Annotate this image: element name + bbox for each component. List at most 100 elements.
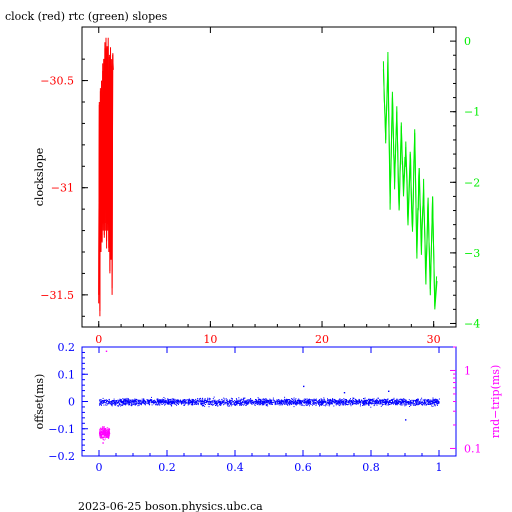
offset-point — [328, 400, 330, 402]
offset-point — [419, 403, 420, 405]
offset-point — [234, 401, 236, 402]
offset-point — [364, 402, 365, 404]
offset-point — [298, 402, 300, 404]
offset-point — [170, 398, 172, 400]
offset-point — [125, 399, 127, 401]
offset-point — [325, 403, 327, 405]
offset-y-axis-label: offset(ms) — [33, 374, 46, 430]
offset-point — [374, 404, 376, 406]
offset-point — [120, 399, 122, 401]
offset-point — [313, 399, 315, 401]
offset-point — [214, 399, 216, 401]
offset-point — [181, 403, 183, 405]
offset-point — [271, 403, 272, 405]
offset-point — [126, 403, 128, 405]
offset-point — [315, 399, 317, 401]
offset-point — [287, 399, 289, 401]
offset-point — [168, 400, 169, 402]
offset-point — [116, 400, 118, 401]
offset-point — [142, 401, 144, 403]
offset-point — [231, 401, 233, 403]
offset-point — [272, 401, 274, 403]
offset-point — [250, 401, 252, 403]
rndtrip-point — [107, 430, 108, 432]
offset-point — [420, 401, 421, 403]
offset-point — [386, 400, 388, 402]
offset-point — [418, 403, 420, 405]
offset-point — [124, 399, 126, 401]
offset-point — [362, 401, 364, 403]
offset-point — [321, 401, 323, 402]
rndtrip-point — [106, 436, 108, 438]
offset-point — [294, 399, 296, 401]
offset-point — [152, 400, 154, 402]
offset-point — [436, 400, 438, 402]
offset-point — [350, 400, 352, 402]
offset-point — [147, 401, 149, 403]
offset-point — [210, 402, 211, 404]
offset-point — [242, 401, 244, 403]
offset-point — [391, 402, 393, 404]
offset-point — [321, 400, 323, 402]
offset-point — [116, 401, 117, 403]
offset-point — [188, 399, 190, 401]
offset-point — [112, 400, 114, 402]
offset-point — [135, 403, 137, 405]
offset-point — [214, 400, 216, 402]
offset-point — [354, 401, 356, 403]
offset-point — [379, 399, 381, 401]
offset-point — [279, 401, 281, 403]
offset-point — [300, 401, 302, 403]
offset-point — [243, 403, 245, 405]
offset-point — [426, 401, 428, 403]
offset-point — [105, 401, 107, 403]
offset-point — [402, 400, 403, 402]
offset-point — [277, 402, 279, 403]
offset-point — [336, 402, 338, 404]
offset-point — [313, 403, 315, 405]
offset-point — [141, 404, 142, 406]
offset-point — [323, 398, 325, 400]
offset-point — [406, 403, 408, 405]
rndtrip-point — [105, 429, 107, 431]
offset-panel: 0 0.2 0.4 0.6 0.8 10.20.10−0.1−0.210.1offset(… — [33, 341, 502, 474]
offset-point — [355, 403, 357, 405]
offset-point — [138, 402, 140, 404]
offset-point — [225, 398, 227, 400]
offset-point — [417, 398, 419, 400]
offset-point — [238, 403, 240, 404]
offset-point — [188, 402, 190, 404]
offset-point — [227, 402, 229, 404]
offset-point — [208, 400, 210, 402]
offset-point — [145, 401, 147, 402]
offset-point — [114, 401, 116, 403]
offset-point — [315, 399, 317, 401]
offset-point — [192, 399, 194, 400]
offset-point — [364, 404, 365, 406]
offset-point — [385, 403, 387, 405]
offset-point — [378, 400, 380, 402]
offset-point — [334, 401, 336, 403]
offset-point — [108, 403, 110, 405]
offset-point — [249, 399, 251, 401]
offset-point — [400, 398, 402, 400]
rndtrip-point — [102, 433, 104, 435]
offset-point — [179, 400, 181, 402]
offset-point — [409, 402, 411, 404]
offset-point — [255, 402, 257, 404]
offset-point — [119, 402, 121, 404]
offset-point — [264, 399, 266, 401]
offset-point — [394, 402, 396, 404]
offset-point — [102, 401, 104, 403]
offset-point — [434, 404, 436, 406]
offset-point — [262, 400, 264, 402]
offset-point — [143, 399, 145, 401]
offset-point — [137, 405, 139, 407]
offset-point — [194, 402, 195, 404]
offset-y-tick-label: 0.2 — [58, 341, 76, 354]
offset-point — [359, 400, 361, 402]
offset-point — [324, 401, 325, 403]
offset-point — [154, 402, 155, 404]
offset-point — [353, 399, 354, 401]
offset-point — [302, 401, 304, 402]
